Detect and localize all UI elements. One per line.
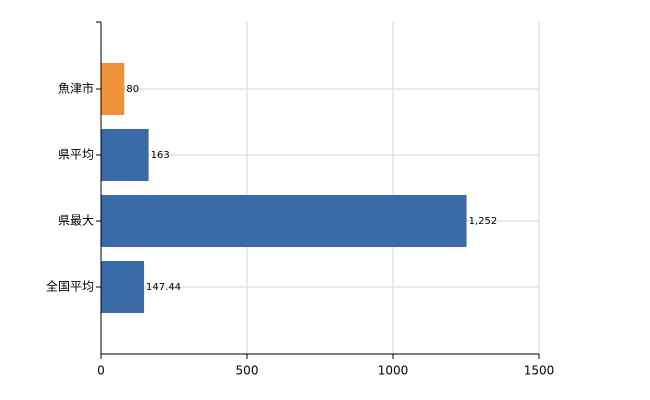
x-tick-label: 1500: [524, 364, 555, 378]
bar: [101, 261, 145, 313]
y-tick-label: 魚津市: [58, 81, 94, 96]
x-tick-label: 1000: [378, 364, 409, 378]
bar: [101, 63, 125, 115]
value-label: 80: [126, 84, 139, 95]
value-label: 163: [151, 150, 170, 161]
x-tick-label: 500: [236, 364, 259, 378]
x-tick-label: 0: [97, 364, 105, 378]
value-label: 1,252: [469, 216, 498, 227]
y-tick-label: 県平均: [58, 148, 94, 162]
bar: [101, 195, 467, 247]
bar: [101, 129, 149, 181]
value-label: 147.44: [146, 282, 181, 293]
y-tick-label: 県最大: [58, 214, 94, 228]
y-tick-label: 全国平均: [46, 279, 94, 294]
